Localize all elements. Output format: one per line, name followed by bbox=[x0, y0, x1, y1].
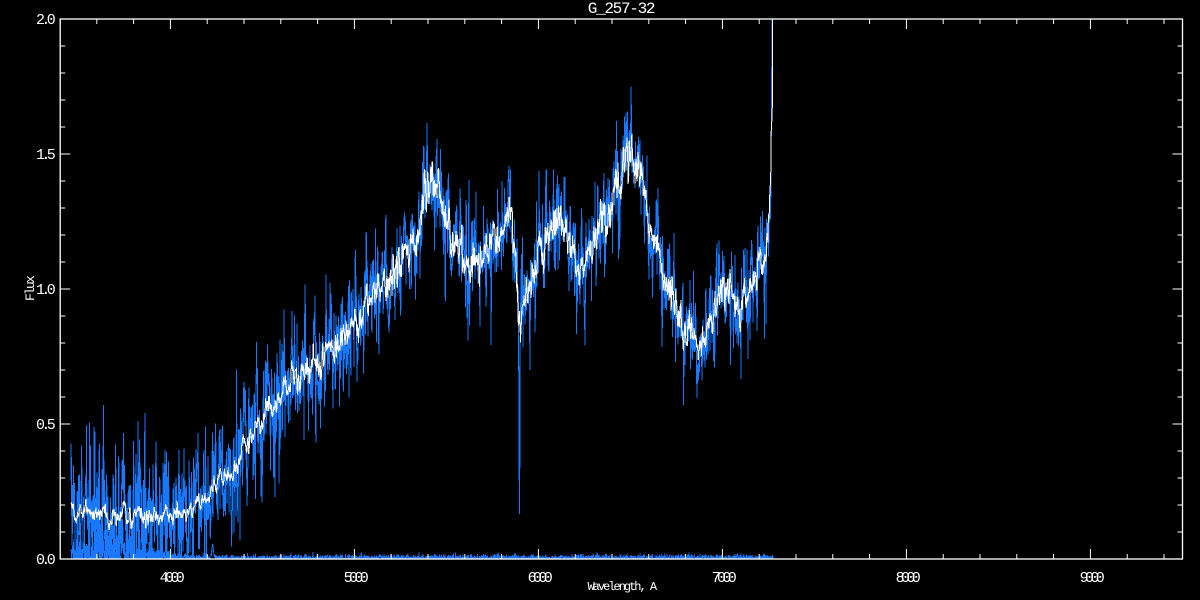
svg-text:Flux: Flux bbox=[23, 275, 38, 301]
svg-text:G_257-32: G_257-32 bbox=[588, 0, 655, 18]
svg-text:Wavelength, A: Wavelength, A bbox=[587, 580, 657, 594]
svg-text:4000: 4000 bbox=[160, 570, 185, 587]
svg-text:5000: 5000 bbox=[344, 570, 369, 587]
svg-text:7000: 7000 bbox=[712, 570, 737, 587]
svg-text:9000: 9000 bbox=[1080, 570, 1105, 587]
svg-text:8000: 8000 bbox=[896, 570, 921, 587]
svg-text:6000: 6000 bbox=[528, 570, 553, 587]
